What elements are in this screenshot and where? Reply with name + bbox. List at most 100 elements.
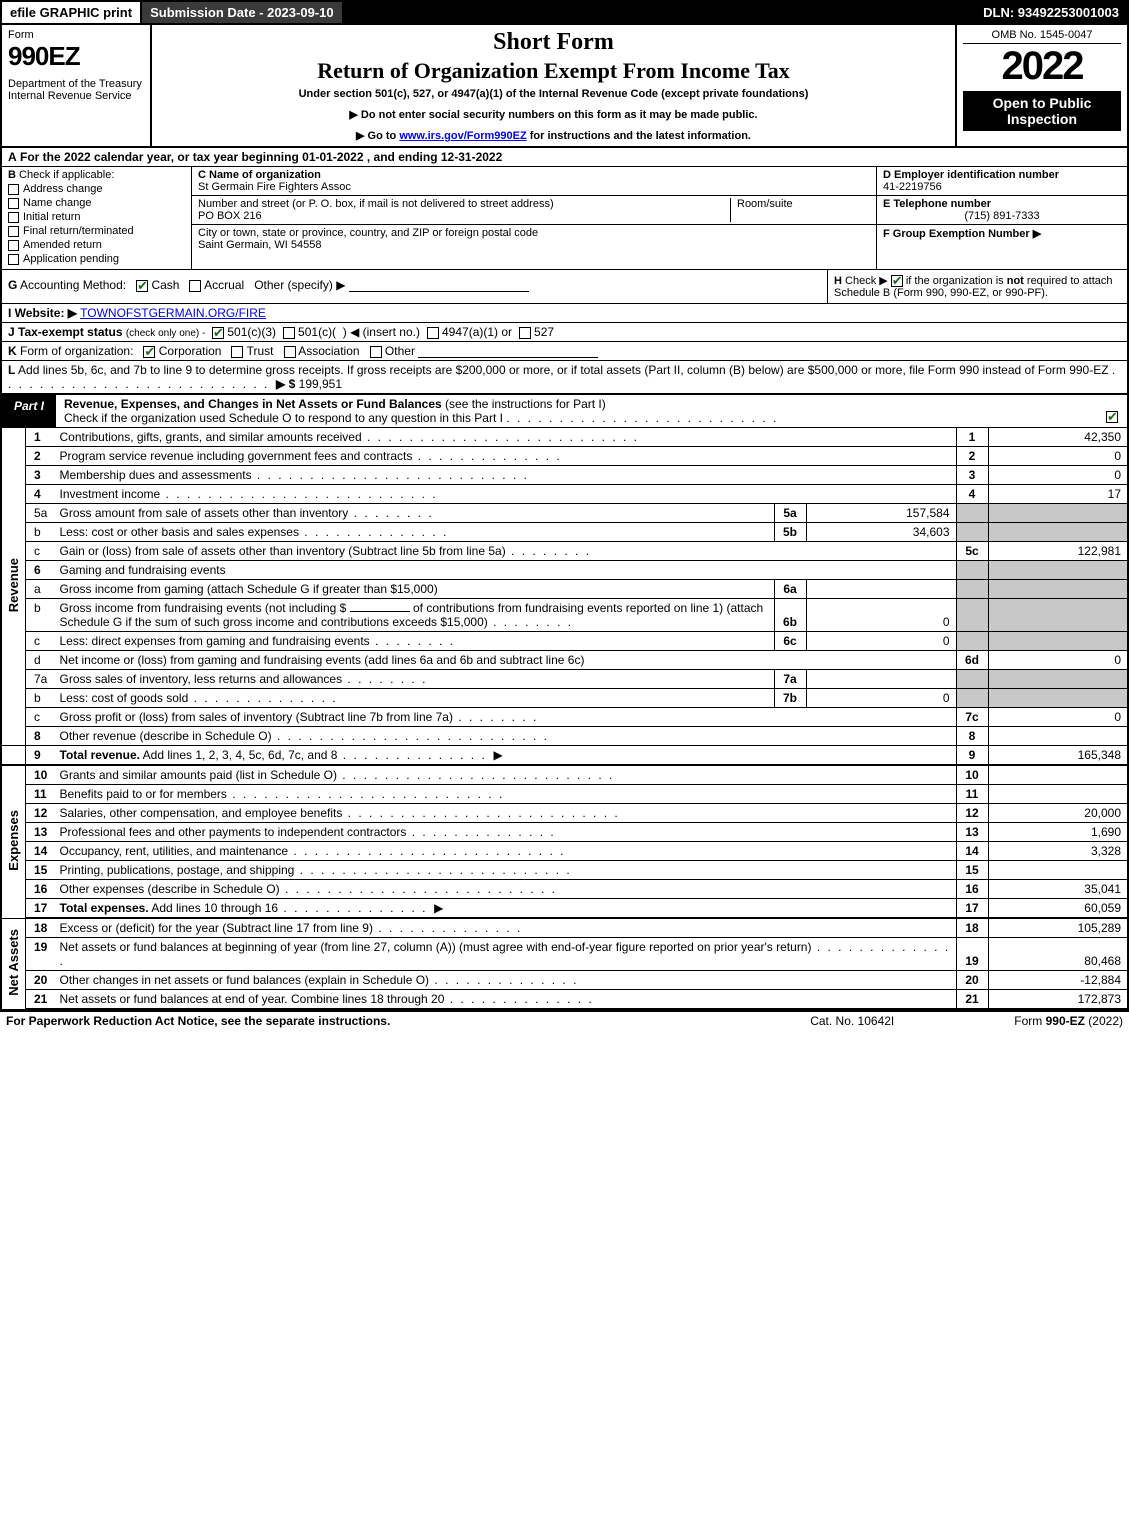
submission-date: Submission Date - 2023-09-10 <box>142 2 342 23</box>
accrual-label: Accrual <box>204 278 244 292</box>
line-15-desc: Printing, publications, postage, and shi… <box>60 863 295 877</box>
efile-label[interactable]: efile GRAPHIC print <box>2 2 140 23</box>
checkbox-trust[interactable] <box>231 346 243 358</box>
line-7c-desc: Gross profit or (loss) from sales of inv… <box>60 710 453 724</box>
line-14-value: 3,328 <box>988 842 1128 861</box>
checkbox-501c[interactable] <box>283 327 295 339</box>
telephone-value: (715) 891-7333 <box>883 210 1121 222</box>
checkbox-name-change[interactable] <box>8 198 19 209</box>
checkbox-schedule-o-part1[interactable] <box>1106 411 1118 423</box>
line-5c: c Gain or (loss) from sale of assets oth… <box>1 542 1128 561</box>
cb-label-final-return: Final return/terminated <box>23 225 134 237</box>
checkbox-501c3[interactable] <box>212 327 224 339</box>
cb-label-amended-return: Amended return <box>23 239 102 251</box>
checkbox-application-pending[interactable] <box>8 254 19 265</box>
part-1-tab: Part I <box>2 395 56 427</box>
room-suite-label: Room/suite <box>730 198 870 222</box>
line-7c-value: 0 <box>988 708 1128 727</box>
line-7b-desc: Less: cost of goods sold <box>60 691 189 705</box>
line-18-desc: Excess or (deficit) for the year (Subtra… <box>60 921 373 935</box>
checkbox-corporation[interactable] <box>143 346 155 358</box>
checkbox-amended-return[interactable] <box>8 240 19 251</box>
part-1-title-sub: (see the instructions for Part I) <box>445 397 606 411</box>
label-j: J Tax-exempt status <box>8 325 123 339</box>
checkbox-other-org[interactable] <box>370 346 382 358</box>
line-6d-value: 0 <box>988 651 1128 670</box>
line-18: Net Assets 18 Excess or (deficit) for th… <box>1 918 1128 938</box>
j-opt2-post: ) ◀ (insert no.) <box>343 325 420 339</box>
checkbox-address-change[interactable] <box>8 184 19 195</box>
org-city: Saint Germain, WI 54558 <box>198 239 870 251</box>
checkbox-cash[interactable] <box>136 280 148 292</box>
checkbox-527[interactable] <box>519 327 531 339</box>
row-i: I Website: ▶ TOWNOFSTGERMAIN.ORG/FIRE <box>0 304 1129 323</box>
line-4-value: 17 <box>988 485 1128 504</box>
website-value[interactable]: TOWNOFSTGERMAIN.ORG/FIRE <box>80 306 266 320</box>
checkbox-initial-return[interactable] <box>8 212 19 223</box>
label-h: H <box>834 275 842 287</box>
label-k: K <box>8 344 17 358</box>
part-1-check-dots <box>506 411 778 425</box>
line-19-value: 80,468 <box>988 938 1128 971</box>
form-subtitle: Under section 501(c), 527, or 4947(a)(1)… <box>162 88 945 100</box>
row-a: A For the 2022 calendar year, or tax yea… <box>0 148 1129 167</box>
line-19: 19 Net assets or fund balances at beginn… <box>1 938 1128 971</box>
col-def: D Employer identification number 41-2219… <box>877 167 1127 269</box>
k-opt-assoc: Association <box>298 344 359 358</box>
line-14-desc: Occupancy, rent, utilities, and maintena… <box>60 844 289 858</box>
line-5b: b Less: cost or other basis and sales ex… <box>1 523 1128 542</box>
line-17-value: 60,059 <box>988 899 1128 919</box>
line-20-desc: Other changes in net assets or fund bala… <box>60 973 430 987</box>
row-a-mid: , and ending <box>364 150 441 164</box>
checkbox-4947[interactable] <box>427 327 439 339</box>
line-6b: b Gross income from fundraising events (… <box>1 599 1128 632</box>
c-name-label: C Name of organization <box>198 169 870 181</box>
line-4-desc: Investment income <box>60 487 161 501</box>
line-21-desc: Net assets or fund balances at end of ye… <box>60 992 445 1006</box>
d-label: D Employer identification number <box>883 169 1121 181</box>
dept-label: Department of the Treasury Internal Reve… <box>8 78 144 102</box>
checkbox-final-return[interactable] <box>8 226 19 237</box>
checkbox-h[interactable] <box>891 275 903 287</box>
gross-receipts-value: 199,951 <box>299 377 342 391</box>
line-3-desc: Membership dues and assessments <box>60 468 252 482</box>
footer-right: Form 990-EZ (2022) <box>1014 1014 1123 1028</box>
row-k: K Form of organization: Corporation Trus… <box>0 342 1129 361</box>
line-9: 9 Total revenue. Add lines 1, 2, 3, 4, 5… <box>1 746 1128 766</box>
line-16-value: 35,041 <box>988 880 1128 899</box>
line-1-value: 42,350 <box>988 428 1128 447</box>
line-3: 3 Membership dues and assessments 3 0 <box>1 466 1128 485</box>
line-20-value: -12,884 <box>988 971 1128 990</box>
irs-link[interactable]: www.irs.gov/Form990EZ <box>399 130 526 142</box>
col-b: B Check if applicable: Address change Na… <box>2 167 192 269</box>
line-15-value <box>988 861 1128 880</box>
line-2-value: 0 <box>988 447 1128 466</box>
line-6a-value <box>806 580 956 599</box>
org-street: PO BOX 216 <box>198 210 730 222</box>
line-20: 20 Other changes in net assets or fund b… <box>1 971 1128 990</box>
j-opt4: 527 <box>534 325 554 339</box>
line-6: 6 Gaming and fundraising events <box>1 561 1128 580</box>
instr-goto-pre: ▶ Go to <box>356 130 399 142</box>
j-opt3: 4947(a)(1) or <box>442 325 512 339</box>
checkbox-accrual[interactable] <box>189 280 201 292</box>
line-18-value: 105,289 <box>988 918 1128 938</box>
sidelabel-expenses: Expenses <box>1 765 26 918</box>
instr-no-ssn: ▶ Do not enter social security numbers o… <box>162 108 945 121</box>
k-other-blank <box>418 346 598 358</box>
form-header: Form 990EZ Department of the Treasury In… <box>0 25 1129 148</box>
line-3-value: 0 <box>988 466 1128 485</box>
footer-left: For Paperwork Reduction Act Notice, see … <box>6 1014 810 1028</box>
col-c: C Name of organization St Germain Fire F… <box>192 167 877 269</box>
f-label: F Group Exemption Number ▶ <box>883 227 1121 240</box>
j-sub: (check only one) - <box>126 328 205 339</box>
line-5a-value: 157,584 <box>806 504 956 523</box>
line-6b-value: 0 <box>806 599 956 632</box>
row-g-text: Accounting Method: <box>20 278 126 292</box>
ein-value: 41-2219756 <box>883 181 1121 193</box>
line-8: 8 Other revenue (describe in Schedule O)… <box>1 727 1128 746</box>
tax-year: 2022 <box>963 44 1121 89</box>
checkbox-association[interactable] <box>284 346 296 358</box>
header-right: OMB No. 1545-0047 2022 Open to Public In… <box>957 25 1127 146</box>
line-12: 12 Salaries, other compensation, and emp… <box>1 804 1128 823</box>
